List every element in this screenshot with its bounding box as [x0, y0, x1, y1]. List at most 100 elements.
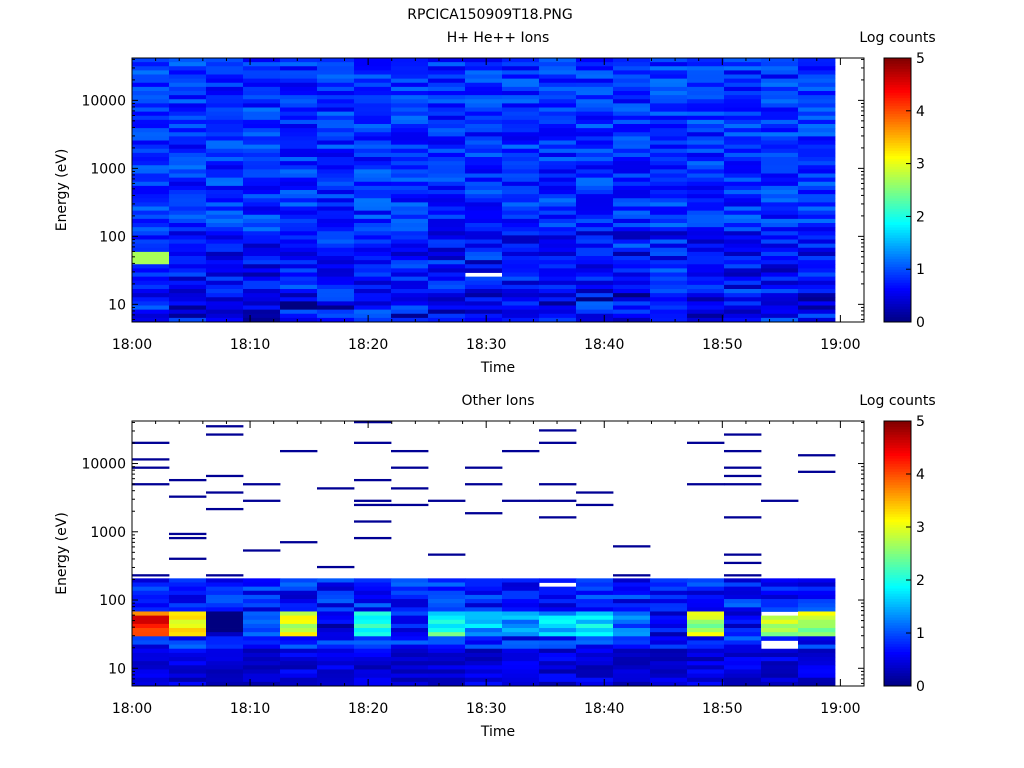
heatmap-cell [798, 82, 836, 88]
colorbar-swatch [884, 590, 911, 594]
heatmap-cell [724, 603, 762, 608]
colorbar-swatch [884, 290, 911, 294]
heatmap-cell [206, 256, 244, 261]
heatmap-cell [317, 301, 355, 306]
heatmap-cell [650, 165, 688, 170]
heatmap-cell [428, 260, 466, 265]
heatmap-cell [465, 297, 503, 302]
heatmap-cell [428, 499, 466, 502]
heatmap-cell [243, 247, 281, 253]
colorbar-swatch [884, 442, 911, 446]
heatmap-cell [354, 421, 392, 424]
heatmap-cell [354, 173, 392, 179]
heatmap-cell [206, 111, 244, 117]
colorbar-swatch [884, 527, 911, 531]
x-tick-label: 18:30 [466, 337, 506, 353]
heatmap-cell [280, 194, 318, 199]
heatmap-cell [576, 82, 614, 88]
heatmap-cell [243, 62, 281, 67]
heatmap-cell [243, 611, 281, 617]
heatmap-cell [576, 74, 614, 80]
heatmap-cell [613, 66, 651, 71]
heatmap-cell [428, 231, 466, 236]
heatmap-cell [354, 210, 392, 216]
heatmap-cell [169, 148, 207, 154]
heatmap-cell [539, 665, 577, 670]
heatmap-cell [650, 58, 688, 63]
heatmap-cell [206, 665, 244, 670]
heatmap-cell [613, 95, 651, 100]
heatmap-cell [502, 582, 540, 588]
heatmap-cell [428, 264, 466, 269]
heatmap-cell [391, 161, 429, 166]
heatmap-cell [576, 235, 614, 240]
heatmap-cell [502, 227, 540, 232]
heatmap-cell [613, 309, 651, 315]
colorbar-swatch [884, 635, 911, 639]
heatmap-cell [613, 124, 651, 129]
heatmap-cell [391, 190, 429, 195]
heatmap-cell [317, 313, 355, 319]
heatmap-cell [243, 70, 281, 75]
colorbar-swatch [884, 534, 911, 539]
heatmap-cell [354, 206, 392, 212]
heatmap-cell [502, 256, 540, 261]
heatmap-cell [132, 297, 170, 302]
heatmap-cell [576, 284, 614, 290]
heatmap-cell [613, 231, 651, 236]
heatmap-cell [132, 599, 170, 604]
heatmap-cell [650, 590, 688, 596]
heatmap-cell [502, 586, 540, 592]
heatmap-cell [502, 190, 540, 195]
heatmap-cell [132, 74, 170, 80]
heatmap-cell [650, 644, 688, 650]
heatmap-cell [132, 107, 170, 113]
heatmap-cell [761, 582, 799, 588]
heatmap-cell [243, 289, 281, 294]
heatmap-cell [502, 210, 540, 216]
heatmap-cell [391, 293, 429, 298]
heatmap-cell [132, 632, 170, 637]
heatmap-cell [317, 276, 355, 282]
heatmap-cell [132, 681, 170, 687]
heatmap-cell [576, 297, 614, 302]
heatmap-cell [761, 272, 799, 278]
heatmap-cell [465, 309, 503, 315]
heatmap-cell [317, 673, 355, 679]
heatmap-cell [280, 214, 318, 220]
colorbar-swatch [884, 81, 911, 85]
heatmap-cell [761, 231, 799, 236]
heatmap-cell [391, 177, 429, 183]
heatmap-cell [354, 615, 392, 621]
colorbar-swatch [884, 667, 911, 671]
heatmap-cell [132, 86, 170, 92]
heatmap-cell [317, 177, 355, 183]
heatmap-cell [132, 140, 170, 146]
colorbar-swatch [884, 87, 911, 91]
heatmap-cell [317, 594, 355, 600]
x-axis: 18:00 18:10 18:20 18:30 18:40 18:50 19:00 [112, 58, 865, 353]
heatmap-cell [465, 124, 503, 129]
heatmap-cell [132, 590, 170, 596]
heatmap-cell [761, 661, 799, 666]
heatmap-cell [687, 124, 725, 129]
heatmap-cell [354, 70, 392, 75]
heatmap-cell [724, 140, 762, 146]
heatmap-cell [576, 152, 614, 158]
heatmap-cell [391, 256, 429, 261]
heatmap-cell [132, 289, 170, 294]
colorbar-tick-label: 0 [916, 315, 925, 331]
heatmap-cell [243, 99, 281, 104]
heatmap-cell [391, 227, 429, 232]
heatmap-cell [132, 243, 170, 249]
heatmap-cell [132, 276, 170, 282]
heatmap-cell [132, 623, 170, 629]
colorbar-swatch [884, 582, 911, 586]
colorbar-swatch [884, 646, 911, 650]
heatmap-cell [539, 210, 577, 216]
heatmap-cell [317, 264, 355, 269]
heatmap-cell [243, 305, 281, 311]
heatmap-cell [132, 152, 170, 158]
heatmap-cell [354, 619, 392, 625]
heatmap-cell [206, 62, 244, 67]
